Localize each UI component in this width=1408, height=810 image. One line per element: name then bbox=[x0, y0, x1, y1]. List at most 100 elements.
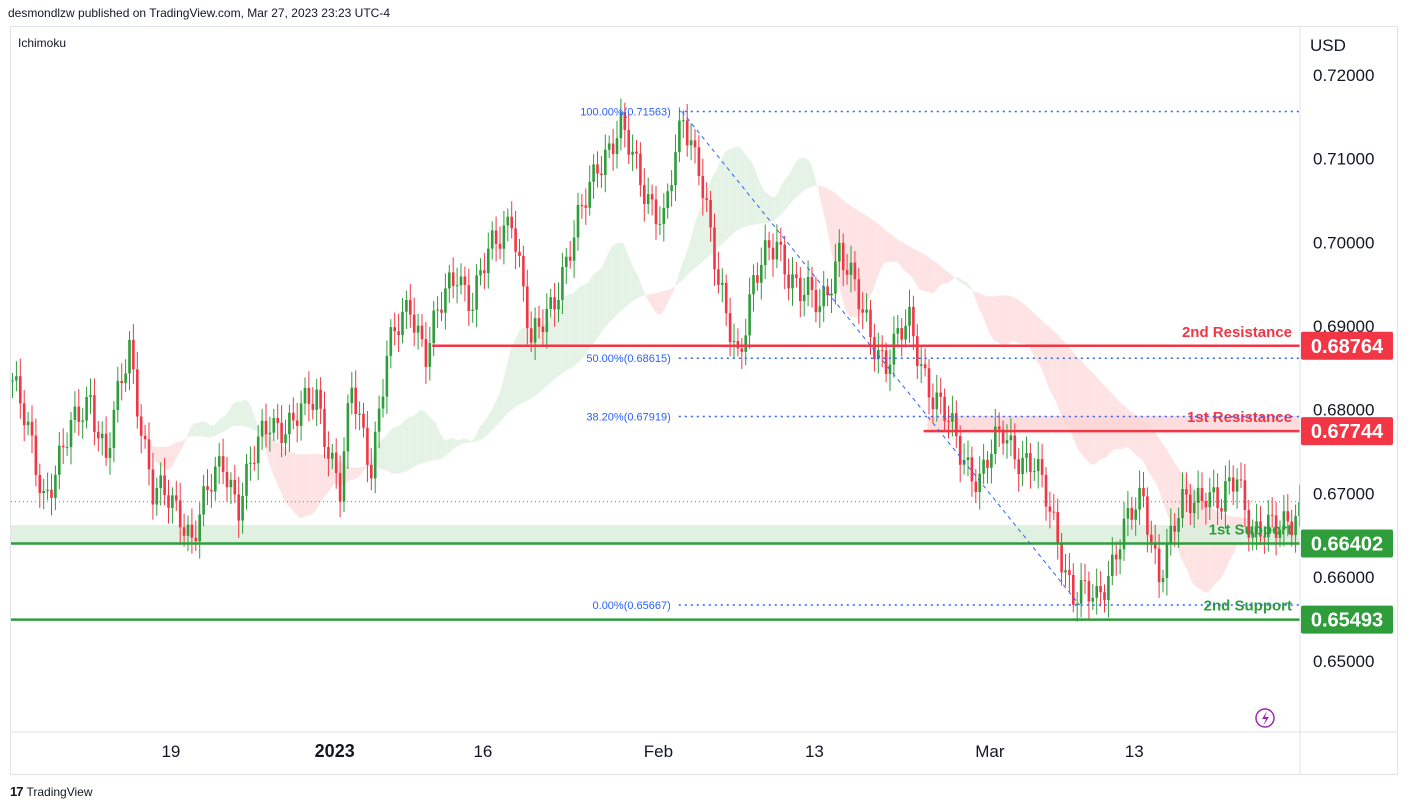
candle-body bbox=[401, 311, 404, 336]
cloud-segment bbox=[1013, 297, 1018, 343]
cloud-segment bbox=[701, 196, 706, 263]
candle-body bbox=[857, 279, 861, 310]
candle-body bbox=[604, 149, 607, 175]
candle-body bbox=[1099, 586, 1102, 593]
level-badge-value-1: 0.67744 bbox=[1311, 421, 1384, 443]
indicator-label[interactable]: Ichimoku bbox=[18, 36, 67, 50]
candle-body bbox=[576, 205, 580, 238]
cloud-segment bbox=[194, 422, 199, 437]
candle-body bbox=[1079, 580, 1083, 604]
candle-body bbox=[26, 421, 30, 426]
cloud-segment bbox=[677, 264, 682, 284]
candle-body bbox=[931, 397, 935, 410]
cloud-segment bbox=[705, 184, 710, 260]
candle-body bbox=[892, 333, 896, 365]
candle-body bbox=[498, 243, 502, 249]
candle-body bbox=[19, 376, 22, 404]
candle-body bbox=[143, 435, 147, 440]
candle-body bbox=[171, 495, 174, 508]
cloud-segment bbox=[291, 452, 296, 515]
candle-body bbox=[167, 495, 170, 508]
candle-body bbox=[1224, 481, 1227, 512]
candle-body bbox=[190, 524, 194, 538]
cloud-segment bbox=[810, 162, 815, 188]
candle-body bbox=[1122, 518, 1126, 550]
candle-body bbox=[1161, 577, 1165, 583]
candle-body bbox=[1107, 575, 1110, 601]
candle-body bbox=[436, 309, 439, 311]
candle-body bbox=[689, 140, 693, 146]
time-tick-5: Mar bbox=[975, 742, 1005, 761]
cloud-segment bbox=[865, 214, 869, 308]
cloud-segment bbox=[315, 453, 320, 512]
cloud-segment bbox=[736, 146, 741, 231]
cloud-segment bbox=[471, 437, 476, 443]
candle-body bbox=[73, 406, 77, 421]
cloud-segment bbox=[502, 367, 507, 419]
level-badge-value-0: 0.68764 bbox=[1311, 336, 1384, 358]
cloud-segment bbox=[354, 467, 359, 480]
cloud-segment bbox=[467, 438, 472, 443]
cloud-segment bbox=[607, 246, 612, 325]
candle-body bbox=[802, 294, 806, 302]
cloud-segment bbox=[966, 281, 971, 290]
candle-body bbox=[814, 289, 818, 313]
candle-body bbox=[362, 413, 365, 428]
candle-body bbox=[50, 489, 53, 498]
candle-body bbox=[763, 240, 767, 266]
cloud-segment bbox=[954, 277, 959, 281]
candle-body bbox=[845, 270, 849, 275]
cloud-segment bbox=[1388, 515, 1392, 526]
cloud-segment bbox=[693, 215, 698, 270]
candle-body bbox=[1130, 507, 1134, 520]
candle-body bbox=[607, 143, 611, 150]
cloud-segment bbox=[685, 243, 690, 277]
level-name-2: 1st Support bbox=[1209, 521, 1292, 538]
candle-body bbox=[904, 325, 907, 340]
candle-body bbox=[1216, 487, 1219, 509]
cloud-segment bbox=[436, 423, 440, 460]
time-tick-3: Feb bbox=[644, 742, 673, 761]
candle-body bbox=[545, 308, 549, 333]
cloud-segment bbox=[276, 441, 281, 491]
alert-icon[interactable] bbox=[1255, 708, 1275, 728]
candle-body bbox=[1228, 477, 1231, 482]
cloud-segment bbox=[787, 171, 791, 208]
candle-body bbox=[93, 395, 96, 432]
candle-body bbox=[178, 500, 182, 528]
cloud-segment bbox=[592, 272, 596, 346]
cloud-segment bbox=[182, 437, 187, 448]
cloud-segment bbox=[818, 185, 823, 208]
cloud-segment bbox=[514, 333, 518, 408]
cloud-segment bbox=[455, 439, 460, 448]
cloud-segment bbox=[186, 427, 191, 439]
candle-body bbox=[100, 433, 104, 439]
candle-body bbox=[393, 327, 396, 332]
candle-body bbox=[982, 459, 985, 474]
cloud-segment bbox=[486, 411, 491, 436]
cloud-segment bbox=[1083, 363, 1088, 461]
cloud-segment bbox=[1368, 514, 1372, 517]
fib-label-3: 0.00%(0.65667) bbox=[593, 600, 671, 612]
candle-body bbox=[342, 451, 346, 502]
price-tick-1: 0.71000 bbox=[1313, 150, 1374, 169]
cloud-segment bbox=[377, 439, 382, 470]
cloud-segment bbox=[272, 438, 277, 482]
cloud-segment bbox=[268, 435, 273, 473]
candle-body bbox=[537, 318, 541, 327]
candle-body bbox=[990, 453, 993, 468]
cloud-segment bbox=[728, 148, 733, 238]
tradingview-logo-icon: 17 bbox=[10, 784, 24, 799]
cloud-segment bbox=[791, 163, 795, 203]
footer-brand: TradingView bbox=[26, 784, 93, 799]
candle-body bbox=[506, 216, 510, 226]
candle-body bbox=[288, 412, 291, 435]
level-badges: 0.68764 0.67744 0.66402 0.65493 bbox=[1301, 331, 1393, 634]
fib-label-0: 100.00%(0.71563) bbox=[580, 106, 671, 118]
candle-body bbox=[549, 297, 552, 309]
cloud-segment bbox=[549, 315, 554, 384]
cloud-segment bbox=[506, 351, 511, 415]
cloud-segment bbox=[900, 241, 905, 271]
candle-body bbox=[233, 479, 237, 495]
